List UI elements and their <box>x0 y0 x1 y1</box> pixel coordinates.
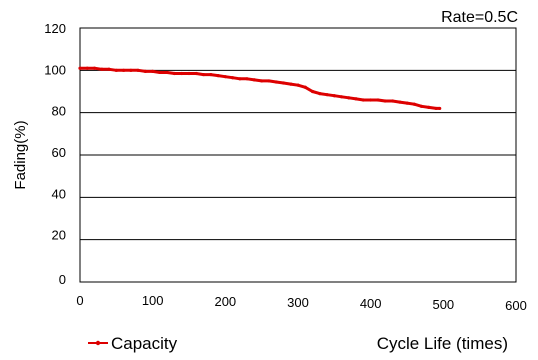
data-point <box>434 106 438 111</box>
data-point <box>318 92 322 96</box>
data-point <box>296 83 300 87</box>
legend: Capacity <box>88 334 178 353</box>
data-point <box>281 81 286 85</box>
y-tick-label-40: 40 <box>52 186 66 201</box>
data-point <box>194 71 198 76</box>
x-tick-label-100: 100 <box>142 293 164 308</box>
data-point <box>361 98 365 102</box>
x-axis-ticks: 0 100 200 300 400 500 600 <box>76 293 526 313</box>
data-point <box>238 77 242 81</box>
data-point <box>398 100 402 104</box>
x-tick-label-600: 600 <box>505 298 527 313</box>
data-point <box>136 68 140 72</box>
gridlines <box>80 27 516 241</box>
data-point <box>187 71 191 76</box>
data-point <box>165 70 169 75</box>
data-point <box>419 104 424 108</box>
data-point <box>180 71 184 76</box>
plot-area-frame <box>79 27 517 283</box>
x-tick-label-400: 400 <box>360 296 382 311</box>
series-group <box>78 66 442 111</box>
data-point <box>383 99 387 103</box>
data-point <box>354 97 358 101</box>
data-point <box>332 94 336 98</box>
data-point <box>405 101 409 105</box>
data-point <box>100 67 104 71</box>
data-point <box>303 85 307 89</box>
x-tick-label-300: 300 <box>287 295 309 310</box>
y-tick-label-80: 80 <box>52 104 66 119</box>
data-point <box>201 72 206 77</box>
data-point <box>289 82 293 86</box>
data-point <box>114 68 118 72</box>
data-point <box>252 78 256 82</box>
legend-label-capacity: Capacity <box>111 334 178 353</box>
data-point <box>151 69 155 73</box>
data-point <box>369 98 373 102</box>
x-tick-label-500: 500 <box>432 297 454 312</box>
data-point <box>427 105 431 109</box>
y-tick-label-60: 60 <box>52 145 66 160</box>
data-point <box>260 79 264 83</box>
y-tick-label-20: 20 <box>52 228 66 243</box>
data-point <box>129 68 133 72</box>
data-point <box>347 96 351 100</box>
y-tick-label-0: 0 <box>59 272 66 287</box>
data-point <box>209 72 213 77</box>
x-axis-label: Cycle Life (times) <box>377 334 508 353</box>
data-point <box>245 77 249 81</box>
y-axis-ticks: 0 20 40 60 80 100 120 <box>44 21 66 287</box>
data-point <box>267 79 271 83</box>
data-point <box>310 89 315 94</box>
y-tick-label-100: 100 <box>44 62 66 77</box>
rate-annotation: Rate=0.5C <box>441 9 518 26</box>
data-point <box>340 95 344 99</box>
data-point <box>172 71 177 76</box>
data-point <box>158 70 162 75</box>
data-point <box>223 75 227 79</box>
y-axis-label: Fading(%) <box>12 120 29 189</box>
data-point <box>216 74 220 78</box>
x-tick-label-200: 200 <box>214 294 236 309</box>
data-point <box>325 93 329 97</box>
data-point <box>412 102 416 106</box>
data-point <box>85 66 89 70</box>
data-point <box>122 68 126 72</box>
data-point <box>92 66 97 70</box>
data-point <box>231 76 235 80</box>
data-point <box>107 67 111 71</box>
data-point <box>78 66 82 70</box>
data-point <box>143 69 147 73</box>
x-tick-label-0: 0 <box>76 293 83 308</box>
data-point <box>376 98 380 102</box>
y-tick-label-120: 120 <box>44 21 66 36</box>
data-point <box>438 106 442 111</box>
data-point <box>274 80 278 84</box>
legend-point-marker <box>95 340 101 346</box>
data-point <box>390 99 395 103</box>
